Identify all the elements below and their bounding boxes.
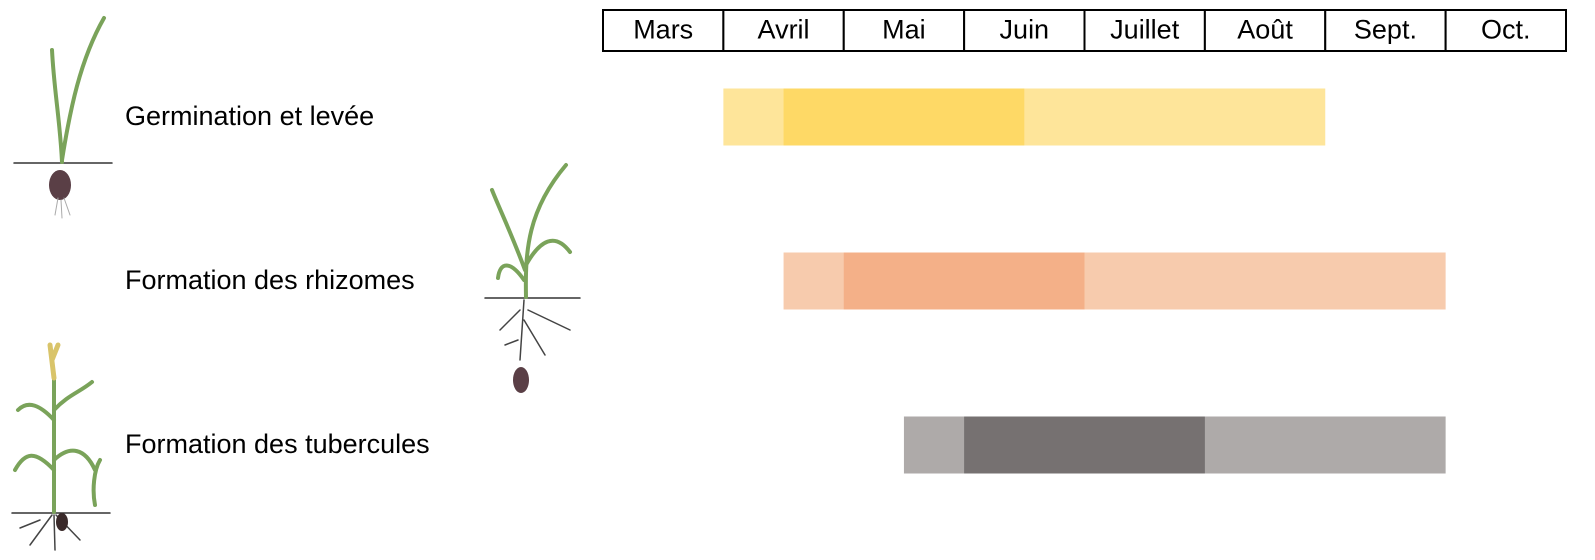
plant-mature [12,345,110,550]
month-label: Mars [633,15,693,45]
month-label: Juin [1000,15,1050,45]
plant-seedling [14,18,112,218]
phase-label: Formation des rhizomes [125,265,415,295]
phase-label: Formation des tubercules [125,429,430,459]
phase-rows: Germination et levée Formation des rhizom… [125,89,1446,474]
month-label: Mai [882,15,926,45]
month-label: Juillet [1110,15,1180,45]
month-label: Avril [758,15,810,45]
month-label: Août [1237,15,1293,45]
month-header: Mars Avril Mai Juin Juillet Août Sept. Oct. [603,10,1566,51]
phase-label: Germination et levée [125,101,374,131]
phase-peak [844,253,1085,310]
diagram: Mars Avril Mai Juin Juillet Août Sept. Oct. Ger… [0,0,1595,560]
month-label: Oct. [1481,15,1531,45]
plant-young [485,165,580,393]
month-label: Sept. [1354,15,1417,45]
phase-peak [964,417,1205,474]
phase-peak [784,89,1025,146]
